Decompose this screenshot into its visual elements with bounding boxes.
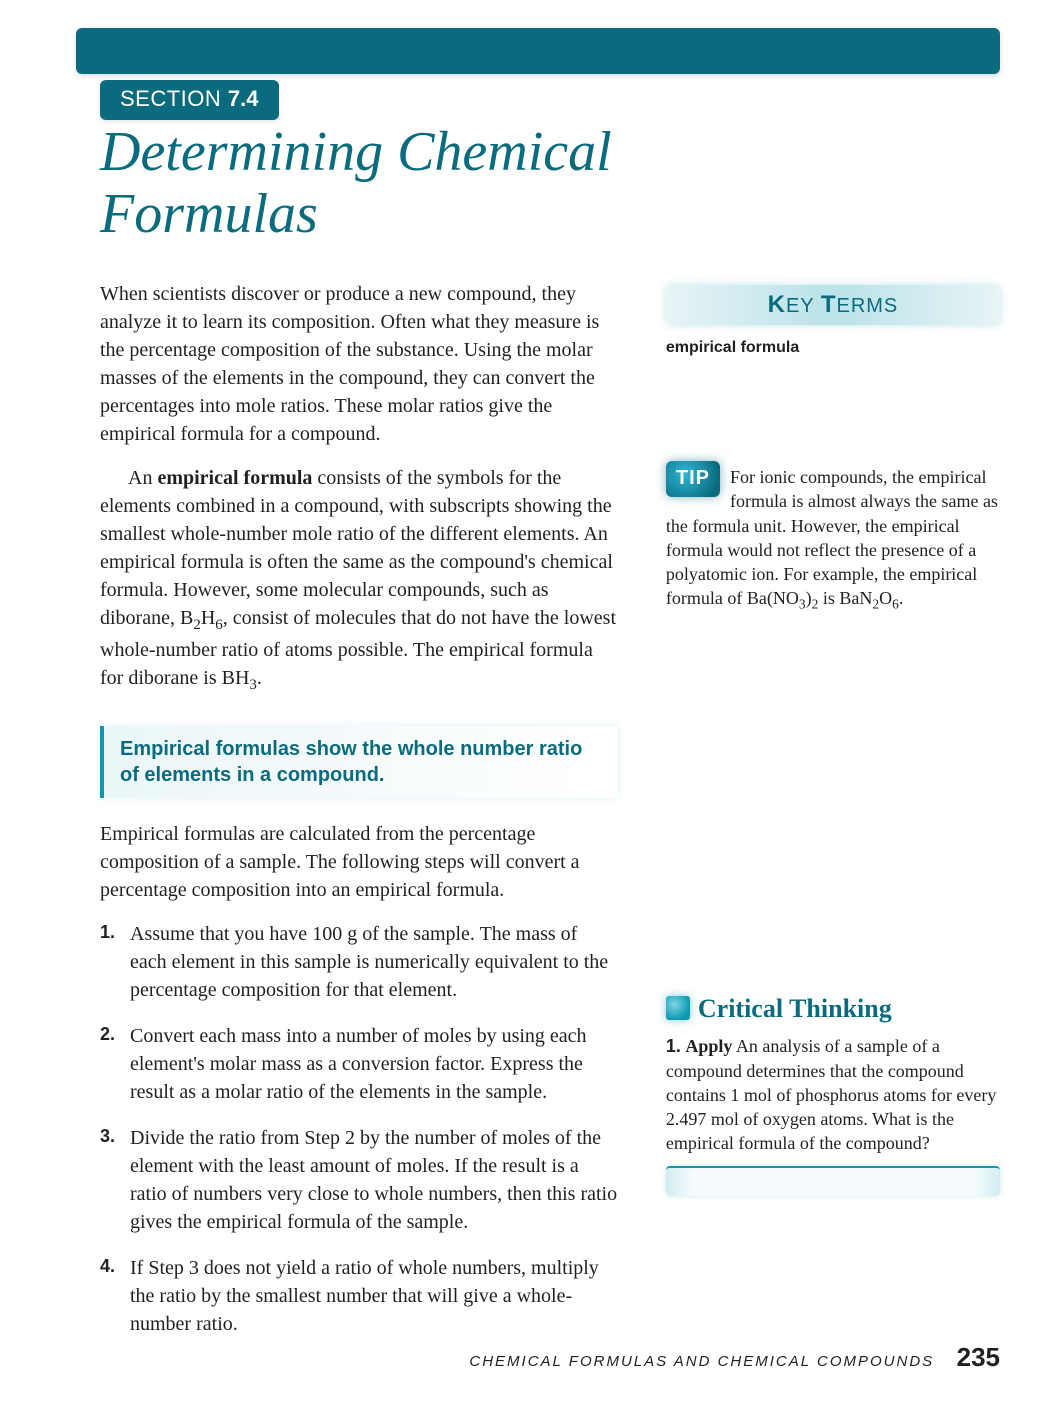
tip-s1: 3: [799, 597, 806, 612]
p2-end: .: [257, 667, 262, 689]
section-label: SECTION: [120, 86, 228, 111]
key-terms-box: KEY TERMS: [666, 285, 1000, 325]
page: SECTION 7.4 Determining Chemical Formula…: [0, 0, 1062, 1401]
steps-list: 1. Assume that you have 100 g of the sam…: [100, 920, 618, 1338]
step-4: 4. If Step 3 does not yield a ratio of w…: [100, 1254, 618, 1338]
answer-line[interactable]: [666, 1166, 1000, 1196]
page-title: Determining Chemical Formulas: [100, 122, 612, 245]
kt-ey: EY: [786, 295, 821, 317]
tip-mid2: is BaN: [818, 588, 872, 608]
ct-verb: Apply: [685, 1036, 732, 1056]
kt-t: T: [821, 291, 837, 318]
critical-thinking-block: Critical Thinking 1. Apply An analysis o…: [666, 994, 1000, 1195]
subheading-text: Empirical formulas show the whole number…: [120, 736, 604, 788]
content-area: When scientists discover or produce a ne…: [100, 280, 1000, 1331]
step-1: 1. Assume that you have 100 g of the sam…: [100, 920, 618, 1004]
step-1-text: Assume that you have 100 g of the sample…: [130, 923, 608, 1001]
title-line-1: Determining Chemical: [100, 121, 612, 183]
tip-end: .: [899, 588, 904, 608]
paragraph-1: When scientists discover or produce a ne…: [100, 280, 618, 448]
step-1-num: 1.: [100, 920, 115, 945]
tip-block: TIP For ionic compounds, the empirical f…: [666, 465, 1000, 614]
kt-erms: ERMS: [836, 295, 898, 317]
paragraph-2: An empirical formula consists of the sym…: [100, 464, 618, 696]
step-3-num: 3.: [100, 1124, 115, 1149]
ct-num: 1.: [666, 1036, 681, 1056]
tip-s4: 6: [892, 597, 899, 612]
key-terms-title: KEY TERMS: [666, 291, 1000, 319]
step-3-text: Divide the ratio from Step 2 by the numb…: [130, 1127, 617, 1233]
sidebar-column: KEY TERMS empirical formula TIP For ioni…: [666, 280, 1000, 1331]
paragraph-3: Empirical formulas are calculated from t…: [100, 820, 618, 904]
step-2-text: Convert each mass into a number of moles…: [130, 1025, 587, 1103]
p2-bold: empirical formula: [157, 467, 312, 489]
footer: CHEMICAL FORMULAS AND CHEMICAL COMPOUNDS…: [100, 1342, 1000, 1373]
kt-k: K: [768, 291, 786, 318]
p2-sub1: 2: [193, 617, 201, 633]
step-4-text: If Step 3 does not yield a ratio of whol…: [130, 1257, 599, 1335]
critical-thinking-item-1: 1. Apply An analysis of a sample of a co…: [666, 1034, 1000, 1155]
step-2-num: 2.: [100, 1022, 115, 1047]
footer-chapter-title: CHEMICAL FORMULAS AND CHEMICAL COMPOUNDS: [469, 1353, 934, 1370]
header-bar: [76, 28, 1000, 74]
title-line-2: Formulas: [100, 183, 318, 245]
p2-sub2: 6: [215, 617, 223, 633]
section-number: 7.4: [228, 86, 259, 111]
page-number: 235: [957, 1342, 1000, 1372]
main-column: When scientists discover or produce a ne…: [100, 280, 618, 1331]
critical-thinking-header: Critical Thinking: [666, 994, 1000, 1024]
subheading-box: Empirical formulas show the whole number…: [100, 726, 618, 798]
step-3: 3. Divide the ratio from Step 2 by the n…: [100, 1124, 618, 1236]
section-badge: SECTION 7.4: [100, 80, 279, 120]
p2-post: consists of the symbols for the elements…: [100, 467, 613, 629]
p2-mid: H: [201, 607, 215, 629]
critical-thinking-title: Critical Thinking: [698, 994, 892, 1023]
p2-sub3: 3: [249, 677, 257, 693]
key-term-1: empirical formula: [666, 339, 1000, 357]
p2-pre: An: [128, 467, 157, 489]
step-2: 2. Convert each mass into a number of mo…: [100, 1022, 618, 1106]
tip-badge: TIP: [666, 461, 720, 497]
step-4-num: 4.: [100, 1254, 115, 1279]
tip-mid3: O: [879, 588, 892, 608]
